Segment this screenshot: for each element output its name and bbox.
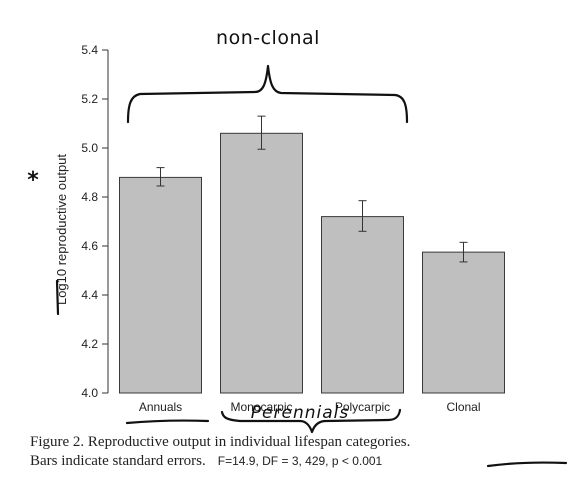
annotations: non-clonal * Perennials: [27, 27, 568, 468]
perennials-brace: [220, 408, 402, 434]
y-tick-label: 4.6: [81, 239, 98, 253]
y-tick-label: 4.2: [81, 337, 98, 351]
y-tick-label: 5.0: [81, 141, 98, 155]
y-tick-label: 5.4: [81, 43, 98, 57]
y-tick-label: 4.8: [81, 190, 98, 204]
caption-stats: F=14.9, DF = 3, 429, p < 0.001: [217, 454, 383, 468]
bar-clonal: [422, 251, 505, 394]
asterisk-mark: *: [27, 168, 39, 193]
y-tick-label: 5.2: [81, 92, 98, 106]
bar-polycarpic: [321, 216, 404, 394]
caption-line-2: Bars indicate standard errors. F=14.9, DF…: [30, 452, 560, 471]
x-tick-label-clonal: Clonal: [446, 400, 480, 414]
bar-annuals: [119, 176, 202, 394]
x-tick-label-polycarpic: Polycarpic: [335, 400, 390, 414]
x-tick-label-annuals: Annuals: [139, 400, 182, 414]
perennials-label: Perennials: [251, 403, 349, 423]
bar-monocarpic: [220, 132, 303, 394]
bracket-label: non-clonal: [216, 27, 320, 49]
caption-line-2-text: Bars indicate standard errors.: [30, 453, 206, 469]
y-axis-label: Log10 reproductive output: [54, 154, 69, 305]
caption-line-1: Figure 2. Reproductive output in individ…: [30, 434, 411, 450]
bars: [119, 115, 505, 394]
annuals-underline: [125, 419, 210, 425]
x-tick-label-monocarpic: Monocarpic: [230, 400, 292, 414]
stats-underline: [486, 461, 568, 468]
margin-stroke: [55, 279, 60, 316]
y-tick-label: 4.4: [81, 288, 98, 302]
figure-caption: Figure 2. Reproductive output in individ…: [30, 433, 560, 471]
curly-bracket: [126, 64, 409, 124]
y-tick-label: 4.0: [81, 386, 98, 400]
axes: 4.0 4.2 4.4 4.6 4.8 5.0 5.2 5.4 Log10 reproducti…: [54, 43, 481, 414]
